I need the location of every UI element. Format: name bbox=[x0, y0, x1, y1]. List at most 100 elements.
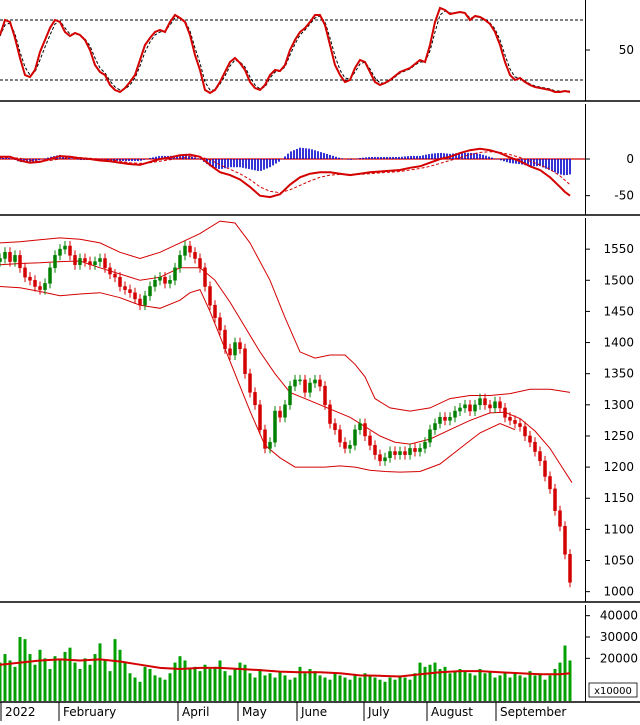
volume-bar bbox=[523, 677, 527, 701]
candle-body bbox=[163, 276, 167, 284]
candle-body bbox=[243, 348, 247, 374]
candle-body bbox=[283, 404, 287, 418]
candle-body bbox=[348, 445, 352, 449]
volume-bar bbox=[233, 669, 237, 701]
candle-body bbox=[398, 451, 402, 455]
volume-bar bbox=[178, 656, 182, 701]
volume-bar bbox=[88, 664, 92, 701]
candle-body bbox=[273, 410, 277, 443]
candle-body bbox=[48, 267, 52, 284]
volume-bar bbox=[368, 675, 372, 701]
candle-body bbox=[248, 373, 252, 393]
volume-bar bbox=[83, 658, 87, 701]
candle-body bbox=[563, 526, 567, 555]
volume-bar bbox=[293, 677, 297, 701]
macd-signal-line bbox=[0, 151, 571, 194]
volume-bar bbox=[173, 662, 177, 701]
candle-body bbox=[138, 298, 142, 306]
price-ytick-label-7: 1350 bbox=[603, 367, 634, 381]
candle-body bbox=[118, 276, 122, 287]
candle-body bbox=[488, 404, 492, 409]
volume-bar bbox=[333, 673, 337, 701]
volume-bar bbox=[198, 671, 202, 701]
candle-body bbox=[88, 261, 92, 265]
candle-body bbox=[503, 407, 507, 418]
volume-bar bbox=[503, 673, 507, 701]
volume-bar bbox=[373, 677, 377, 701]
candle-body bbox=[108, 267, 112, 275]
candle-body bbox=[3, 252, 7, 259]
bollinger-upper-line bbox=[0, 220, 571, 412]
candle-body bbox=[478, 398, 482, 406]
stoch-ytick-label-0: 50 bbox=[619, 43, 634, 57]
vol-ytick-label-0: 40000 bbox=[600, 609, 638, 623]
candle-body bbox=[253, 392, 257, 406]
volume-bar bbox=[453, 671, 457, 701]
candle-body bbox=[0, 258, 2, 262]
volume-bar bbox=[53, 656, 57, 701]
candle-body bbox=[123, 286, 127, 290]
candle-body bbox=[93, 261, 97, 265]
volume-bar bbox=[143, 666, 147, 701]
volume-bar bbox=[443, 666, 447, 701]
candle-body bbox=[58, 248, 62, 256]
volume-bar bbox=[498, 675, 502, 701]
stoch-d-line bbox=[0, 10, 570, 92]
volume-bar bbox=[428, 664, 432, 701]
volume-bar bbox=[388, 677, 392, 701]
candle-body bbox=[388, 451, 392, 459]
volume-bar bbox=[58, 660, 62, 701]
volume-bar bbox=[553, 669, 557, 701]
price-ytick-label-2: 1100 bbox=[603, 522, 634, 536]
month-label-7: September bbox=[500, 705, 566, 719]
volume-bar bbox=[263, 675, 267, 701]
candle-body bbox=[538, 451, 542, 462]
candle-body bbox=[268, 441, 272, 449]
volume-bar bbox=[378, 679, 382, 701]
volume-bar bbox=[478, 669, 482, 701]
candle-body bbox=[208, 286, 212, 306]
candle-body bbox=[313, 379, 317, 384]
month-label-2: April bbox=[182, 705, 209, 719]
candle-body bbox=[8, 252, 12, 262]
volume-bar bbox=[103, 660, 107, 701]
volume-bar bbox=[93, 654, 97, 701]
candle-body bbox=[443, 417, 447, 421]
volume-bar bbox=[363, 673, 367, 701]
volume-bar bbox=[63, 651, 67, 701]
candle-body bbox=[308, 382, 312, 393]
volume-bar bbox=[518, 675, 522, 701]
volume-bar bbox=[248, 673, 252, 701]
candle-body bbox=[553, 488, 557, 511]
vol-ytick-label-1: 30000 bbox=[600, 630, 638, 644]
candle-body bbox=[173, 267, 177, 281]
candle-body bbox=[193, 252, 197, 259]
volume-bar bbox=[358, 677, 362, 701]
candle-body bbox=[183, 245, 187, 256]
candle-body bbox=[518, 423, 522, 427]
volume-bar bbox=[73, 662, 77, 701]
candle-body bbox=[458, 407, 462, 412]
candle-body bbox=[78, 258, 82, 265]
candle-body bbox=[383, 457, 387, 462]
candle-body bbox=[303, 379, 307, 393]
candle-body bbox=[218, 317, 222, 331]
candle-body bbox=[73, 255, 77, 265]
candle-body bbox=[493, 401, 497, 409]
volume-bar bbox=[213, 666, 217, 701]
volume-bar bbox=[258, 669, 262, 701]
month-label-1: February bbox=[63, 705, 116, 719]
volume-bar bbox=[183, 660, 187, 701]
candle-body bbox=[158, 276, 162, 281]
price-ytick-label-8: 1400 bbox=[603, 336, 634, 350]
candle-body bbox=[328, 404, 332, 424]
candle-body bbox=[43, 283, 47, 290]
volume-bar bbox=[253, 677, 257, 701]
volume-bar bbox=[13, 666, 17, 701]
candle-body bbox=[203, 267, 207, 287]
volume-bar bbox=[508, 677, 512, 701]
candle-body bbox=[68, 245, 72, 256]
candle-body bbox=[543, 460, 547, 477]
candle-body bbox=[258, 404, 262, 430]
